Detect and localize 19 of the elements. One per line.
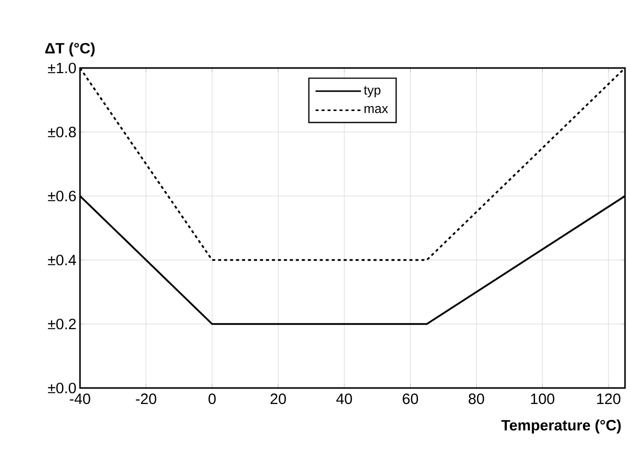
x-tick-label: 0 <box>208 394 216 404</box>
x-tick-label: -40 <box>70 394 90 404</box>
y-tick-label: ±0.8 <box>48 126 76 138</box>
legend-label: typ <box>364 86 380 98</box>
x-tick-label: -20 <box>136 394 156 404</box>
x-tick-label: 40 <box>336 394 352 404</box>
x-tick-label: 80 <box>468 394 484 404</box>
x-axis-title: Temperature (°C) <box>501 420 621 434</box>
y-tick-label: ±0.2 <box>48 318 76 330</box>
x-tick-label: 100 <box>531 394 554 404</box>
x-tick-label: 60 <box>402 394 418 404</box>
y-tick-label: ±0.6 <box>48 190 76 202</box>
x-tick-label: 20 <box>270 394 286 404</box>
y-tick-label: ±0.4 <box>48 254 76 266</box>
legend-label: max <box>364 106 388 114</box>
y-tick-label: ±1.0 <box>48 62 76 74</box>
x-tick-label: 120 <box>597 394 620 404</box>
y-tick-label: ±0.0 <box>48 382 76 394</box>
y-axis-title: ΔT (°C) <box>45 42 95 56</box>
